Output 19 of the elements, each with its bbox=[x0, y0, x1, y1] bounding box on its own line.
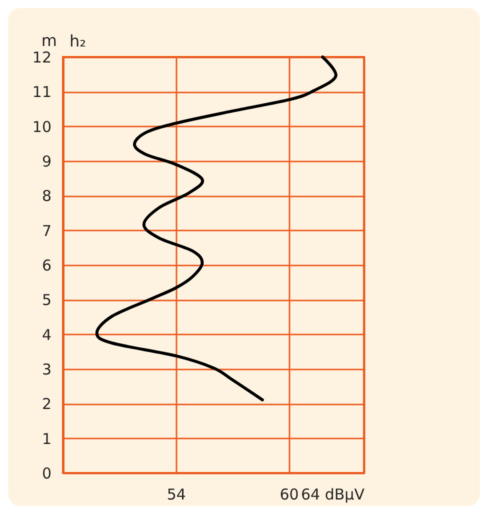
y-tick-label: 7 bbox=[42, 222, 52, 240]
x-tick-label: 60 bbox=[280, 486, 299, 504]
y-tick-label: 3 bbox=[42, 360, 52, 378]
y-tick-label: 10 bbox=[32, 118, 52, 136]
text: m bbox=[41, 31, 57, 50]
line-series bbox=[95, 56, 338, 402]
y-tick-label: 9 bbox=[42, 152, 52, 170]
y-tick-label: 1 bbox=[42, 430, 52, 448]
y-tick-label: 2 bbox=[42, 395, 52, 414]
x-tick-label: 54 bbox=[166, 486, 186, 504]
y-tick-label: 5 bbox=[42, 291, 52, 310]
y-tick-label: 6 bbox=[42, 256, 52, 274]
y-axis-title: h₂ bbox=[70, 32, 86, 50]
y-tick-label: 4 bbox=[42, 326, 52, 344]
x-tick-label: 64 dBµV bbox=[301, 486, 366, 504]
y-tick-label: 8 bbox=[42, 187, 52, 206]
y-tick-label: 12 bbox=[32, 48, 52, 66]
y-tick-label: 11 bbox=[32, 83, 52, 102]
y-tick-label: 0 bbox=[42, 464, 52, 482]
